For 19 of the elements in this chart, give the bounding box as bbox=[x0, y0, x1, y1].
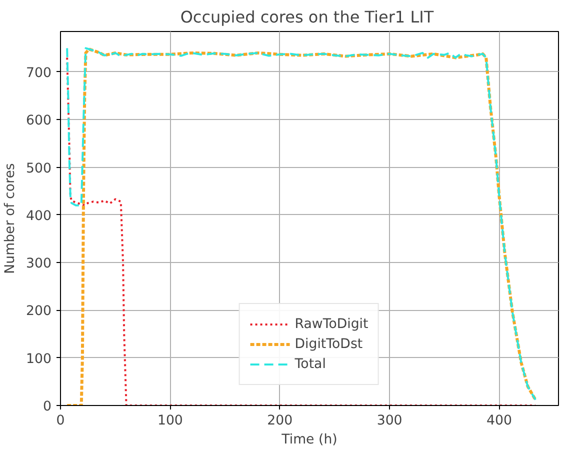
y-tick-label: 0 bbox=[43, 400, 52, 414]
y-tick-label: 400 bbox=[26, 208, 52, 224]
legend-label: Total bbox=[294, 356, 326, 372]
x-tick-label: 0 bbox=[56, 414, 65, 428]
x-axis-title: Time (h) bbox=[280, 432, 338, 448]
x-tick-label: 100 bbox=[157, 414, 183, 428]
y-tick-label: 100 bbox=[26, 352, 52, 367]
x-tick-label: 300 bbox=[376, 414, 402, 428]
y-tick-label: 700 bbox=[26, 66, 52, 81]
y-tick-label: 200 bbox=[26, 304, 52, 320]
x-tick-label: 400 bbox=[486, 414, 512, 428]
y-axis-title: Number of cores bbox=[3, 163, 18, 274]
x-tick-label: 200 bbox=[267, 414, 293, 428]
y-tick-label: 500 bbox=[26, 161, 52, 176]
y-tick-label: 300 bbox=[26, 256, 52, 272]
y-tick-label: 600 bbox=[26, 114, 52, 129]
legend-label: DigitToDst bbox=[294, 336, 363, 352]
legend-label: RawToDigit bbox=[294, 316, 368, 332]
chart-title: Occupied cores on the Tier1 LIT bbox=[180, 8, 434, 26]
